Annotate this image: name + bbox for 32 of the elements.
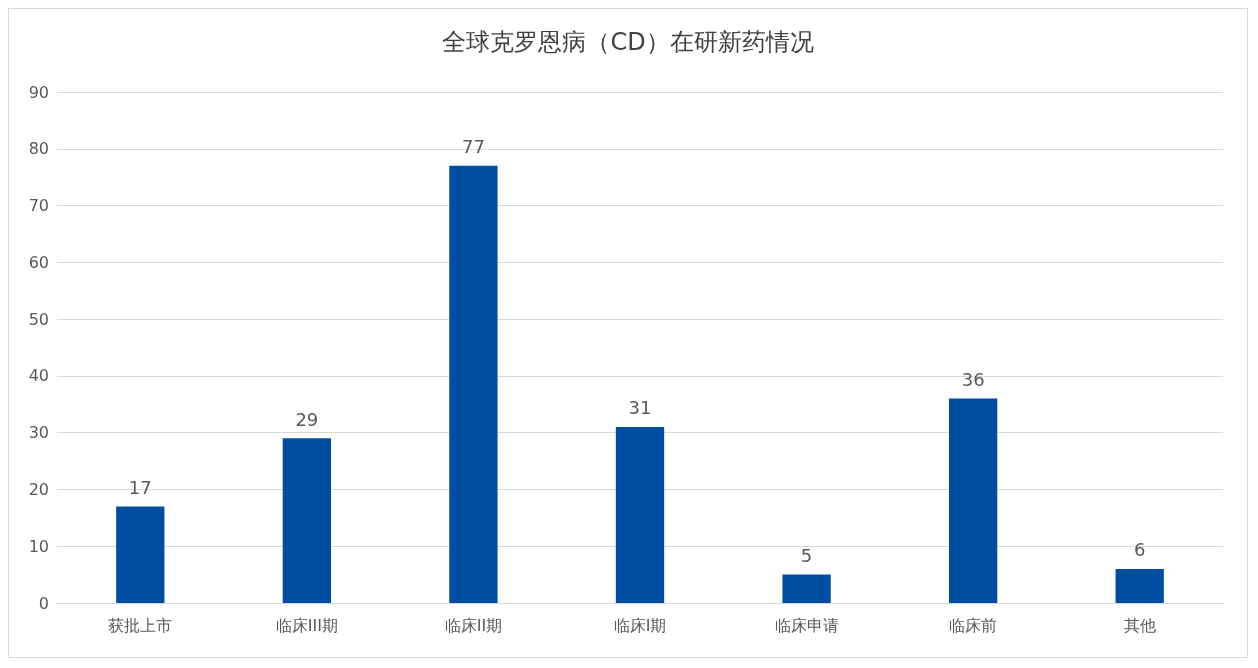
y-tick-label: 70	[28, 196, 49, 216]
y-tick-label: 60	[28, 252, 49, 272]
x-tick-label: 获批上市	[108, 615, 173, 635]
y-tick-label: 10	[28, 536, 49, 556]
bar	[449, 165, 498, 603]
data-label: 29	[295, 408, 319, 430]
data-label: 6	[1133, 539, 1146, 561]
chart-title: 全球克罗恩病（CD）在研新药情况	[442, 28, 814, 56]
bar	[948, 398, 998, 603]
y-tick-label: 30	[28, 423, 49, 443]
data-label: 36	[961, 369, 985, 391]
x-tick-label: 临床II期	[444, 615, 503, 635]
y-tick-label: 80	[28, 139, 49, 159]
data-label: 77	[461, 136, 485, 158]
bar	[615, 426, 665, 603]
data-label: 17	[128, 476, 152, 498]
y-tick-label: 90	[28, 82, 49, 102]
y-tick-label: 40	[28, 366, 49, 386]
bar	[782, 574, 831, 603]
data-label: 31	[628, 397, 652, 419]
x-tick-label: 临床申请	[774, 615, 839, 635]
x-tick-label: 临床III期	[275, 615, 338, 635]
x-tick-label: 临床I期	[613, 615, 667, 635]
data-label: 5	[800, 545, 813, 567]
bar	[282, 438, 332, 603]
bar	[116, 506, 165, 603]
y-tick-label: 20	[28, 479, 49, 499]
x-tick-label: 临床前	[949, 615, 998, 635]
x-tick-label: 其他	[1123, 615, 1156, 635]
bar	[1115, 568, 1164, 603]
y-tick-label: 0	[38, 593, 49, 613]
y-tick-label: 50	[28, 309, 49, 329]
